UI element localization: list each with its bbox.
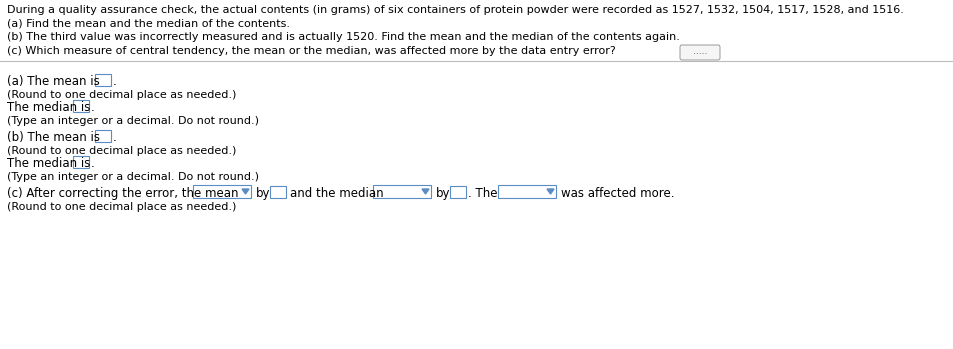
- Text: (c) Which measure of central tendency, the mean or the median, was affected more: (c) Which measure of central tendency, t…: [7, 45, 615, 55]
- Text: (c) After correcting the error, the mean: (c) After correcting the error, the mean: [7, 187, 238, 200]
- Polygon shape: [546, 189, 554, 194]
- Text: (b) The third value was incorrectly measured and is actually 1520. Find the mean: (b) The third value was incorrectly meas…: [7, 32, 679, 42]
- Text: .: .: [91, 101, 94, 114]
- Text: .: .: [91, 157, 94, 170]
- Text: (b) The mean is: (b) The mean is: [7, 131, 100, 144]
- Text: (Round to one decimal place as needed.): (Round to one decimal place as needed.): [7, 90, 236, 100]
- Text: (Round to one decimal place as needed.): (Round to one decimal place as needed.): [7, 202, 236, 212]
- Text: (a) Find the mean and the median of the contents.: (a) Find the mean and the median of the …: [7, 18, 290, 29]
- Text: (Type an integer or a decimal. Do not round.): (Type an integer or a decimal. Do not ro…: [7, 172, 258, 182]
- Bar: [95, 74, 111, 86]
- Polygon shape: [242, 189, 249, 194]
- Text: The median is: The median is: [7, 157, 91, 170]
- Bar: [193, 185, 251, 198]
- Text: was affected more.: was affected more.: [560, 187, 674, 200]
- Polygon shape: [421, 189, 429, 194]
- Bar: [497, 185, 556, 198]
- Text: . The: . The: [468, 187, 497, 200]
- Text: by: by: [255, 187, 271, 200]
- Bar: [270, 186, 286, 198]
- Text: .....: .....: [692, 47, 706, 57]
- Bar: [73, 100, 89, 112]
- Text: .: .: [112, 75, 116, 88]
- Bar: [95, 130, 111, 142]
- Bar: [73, 156, 89, 168]
- Text: (a) The mean is: (a) The mean is: [7, 75, 100, 88]
- Text: by: by: [436, 187, 450, 200]
- FancyBboxPatch shape: [679, 45, 720, 60]
- Text: During a quality assurance check, the actual contents (in grams) of six containe: During a quality assurance check, the ac…: [7, 5, 902, 15]
- Text: (Type an integer or a decimal. Do not round.): (Type an integer or a decimal. Do not ro…: [7, 116, 258, 126]
- Text: The median is: The median is: [7, 101, 91, 114]
- Text: .: .: [112, 131, 116, 144]
- Bar: [450, 186, 465, 198]
- Text: and the median: and the median: [290, 187, 383, 200]
- Text: (Round to one decimal place as needed.): (Round to one decimal place as needed.): [7, 146, 236, 156]
- Bar: [373, 185, 431, 198]
